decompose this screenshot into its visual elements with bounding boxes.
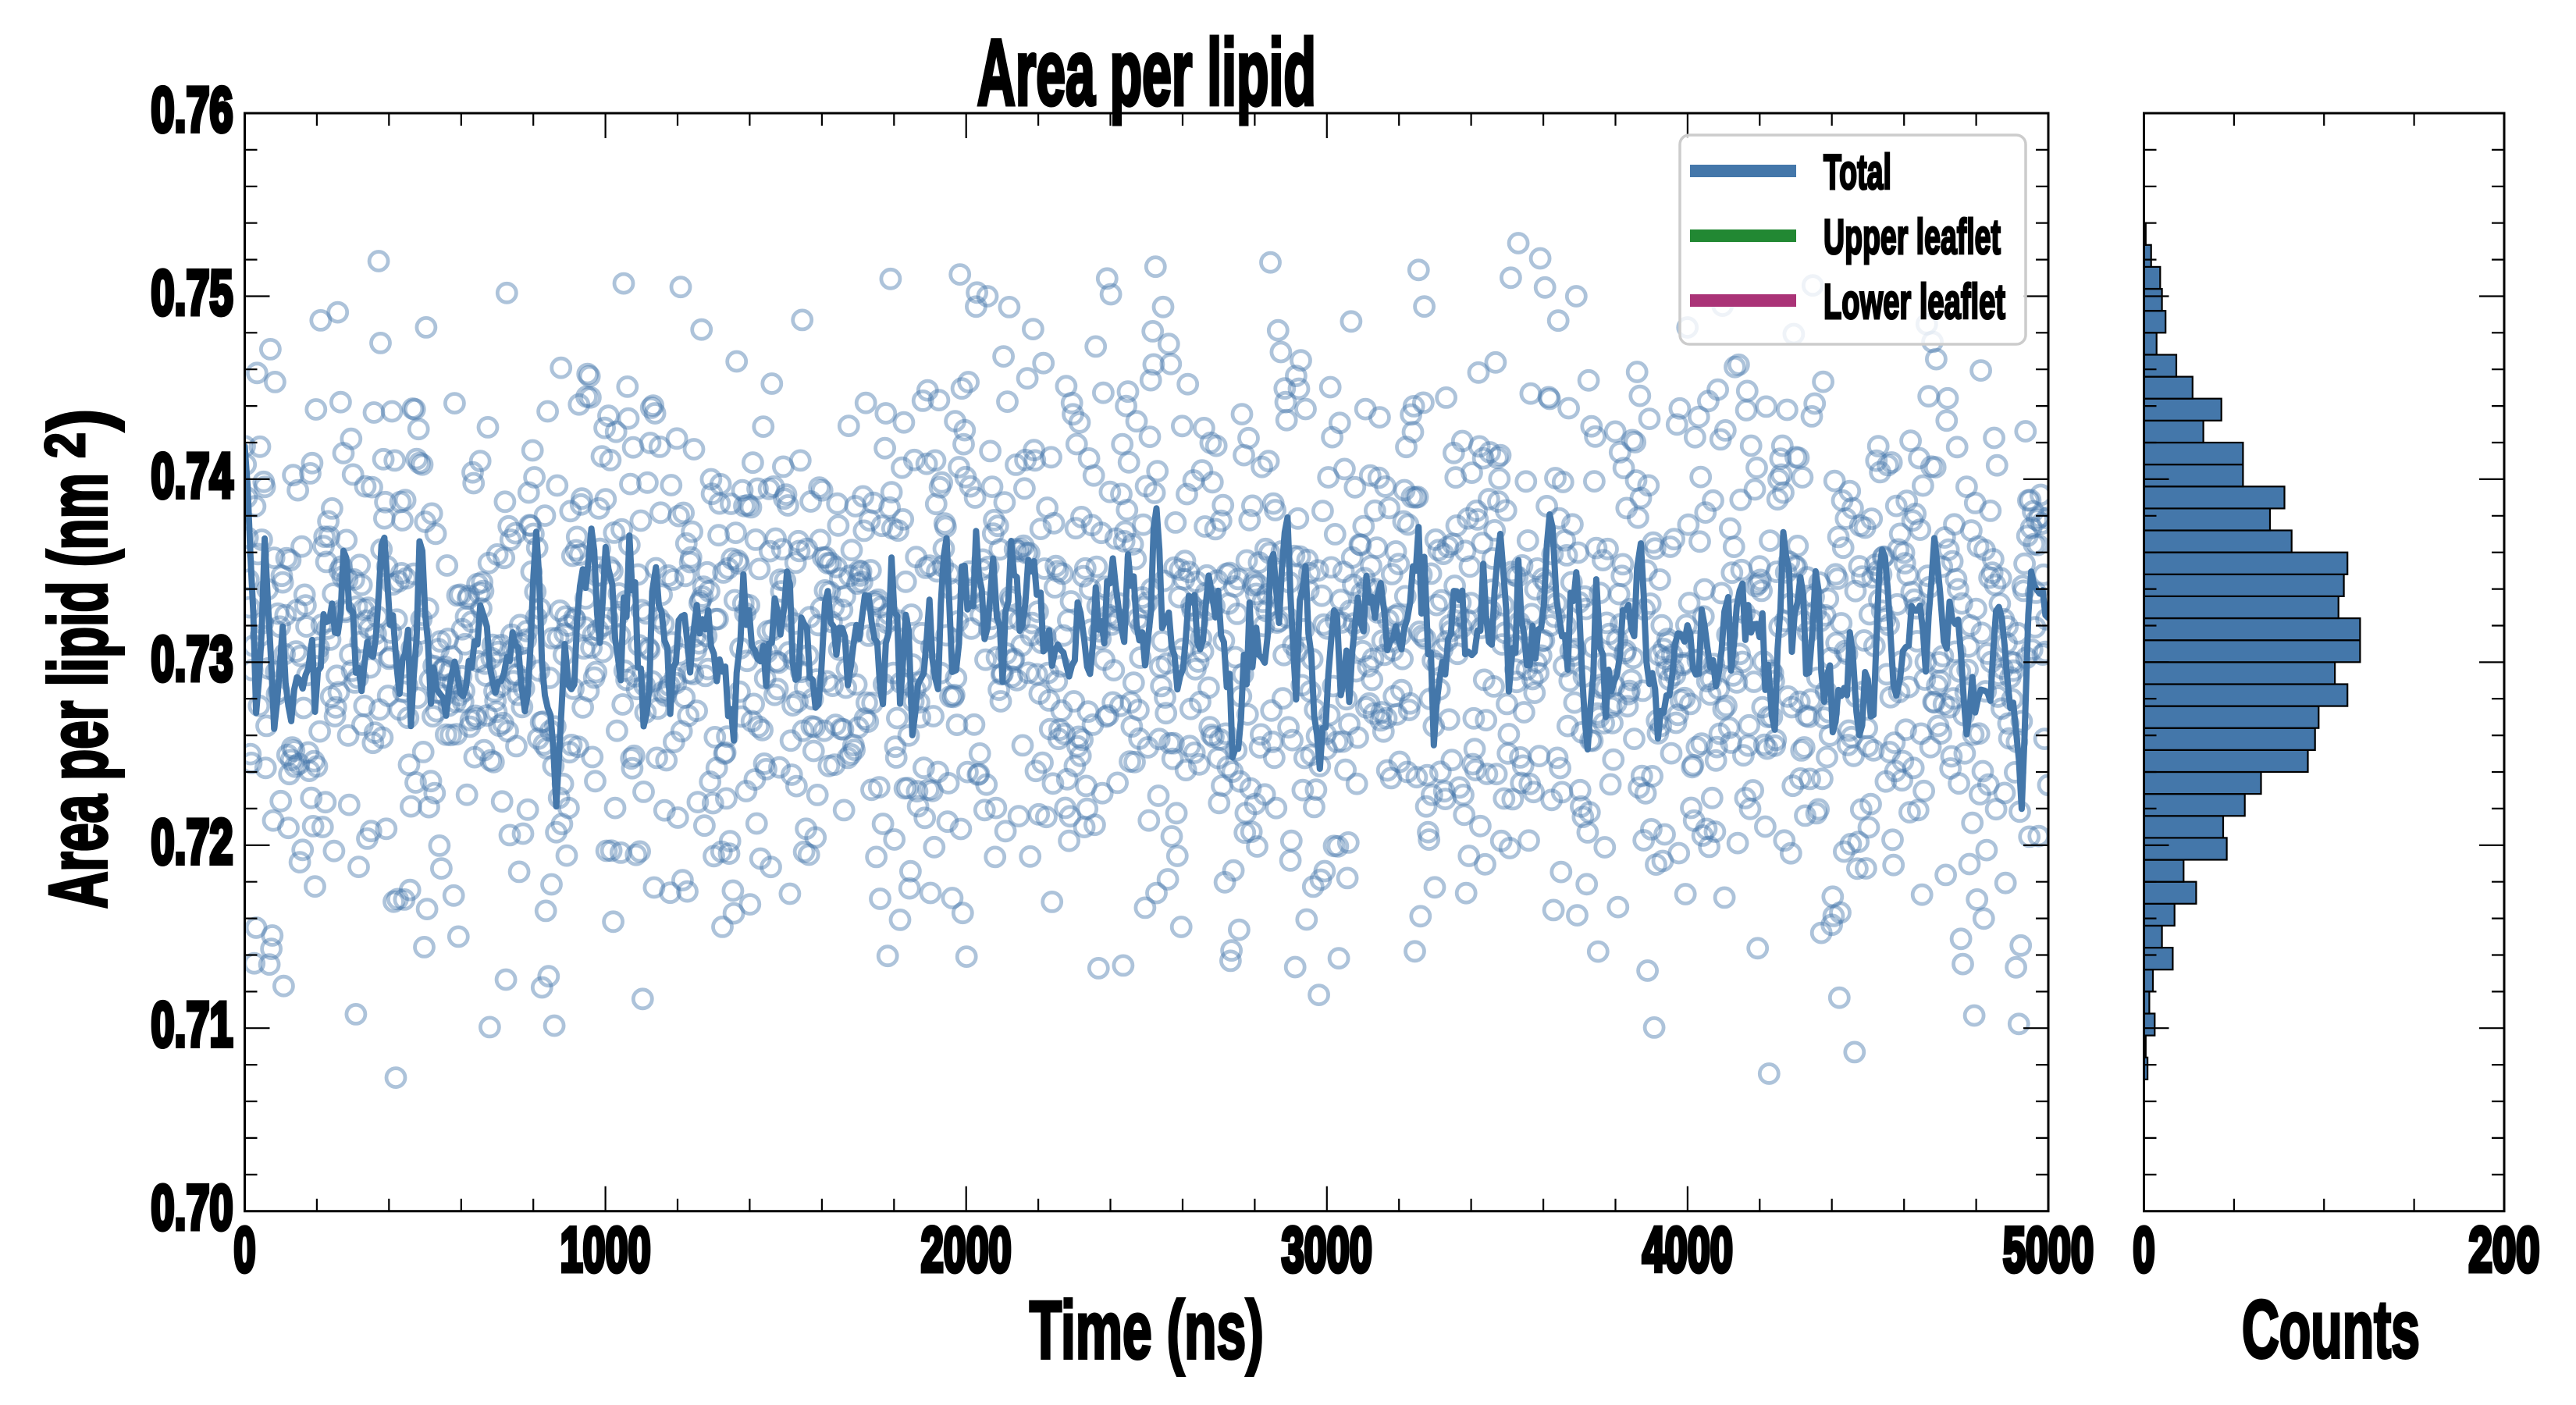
svg-text:2: 2 (34, 432, 97, 458)
svg-text:200: 200 (2469, 1215, 2540, 1286)
svg-text:Lower leaflet: Lower leaflet (1823, 275, 2005, 329)
svg-text:): ) (33, 409, 124, 431)
svg-text:3000: 3000 (1282, 1215, 1372, 1286)
svg-text:Area per lipid: Area per lipid (977, 20, 1316, 125)
svg-text:Upper leaflet: Upper leaflet (1823, 210, 2001, 265)
svg-text:0.73: 0.73 (151, 624, 233, 694)
svg-text:0: 0 (234, 1215, 256, 1286)
svg-text:Total: Total (1823, 145, 1891, 200)
svg-text:1000: 1000 (560, 1215, 651, 1286)
svg-text:0.75: 0.75 (151, 258, 233, 329)
svg-text:5000: 5000 (2003, 1215, 2094, 1286)
svg-text:Counts: Counts (2242, 1284, 2420, 1375)
svg-text:0.72: 0.72 (151, 807, 233, 877)
svg-text:0.74: 0.74 (151, 441, 233, 511)
svg-text:Area per lipid (nm: Area per lipid (nm (33, 473, 124, 909)
svg-text:0.76: 0.76 (151, 75, 233, 145)
svg-text:0.70: 0.70 (151, 1173, 233, 1243)
svg-text:Time (ns): Time (ns) (1030, 1285, 1264, 1376)
svg-text:4000: 4000 (1642, 1215, 1733, 1286)
svg-text:0.71: 0.71 (151, 990, 233, 1060)
svg-text:2000: 2000 (921, 1215, 1012, 1286)
svg-text:0: 0 (2133, 1215, 2155, 1286)
